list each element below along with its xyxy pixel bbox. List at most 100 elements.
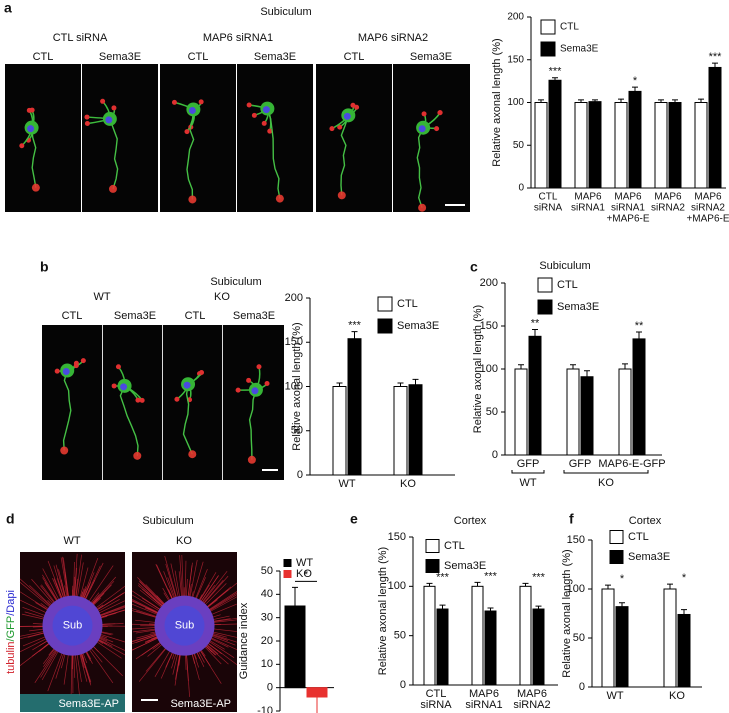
growth-cone bbox=[111, 105, 117, 111]
growth-cone bbox=[188, 195, 197, 204]
x-tick-label: siRNA2 bbox=[513, 699, 550, 711]
bar bbox=[514, 368, 528, 456]
error-bar bbox=[672, 99, 678, 103]
y-tick-label: 50 bbox=[513, 140, 525, 151]
condition-label: CTL bbox=[188, 51, 209, 63]
legend-swatch bbox=[609, 530, 624, 544]
growth-cone bbox=[111, 383, 117, 389]
growth-cone bbox=[84, 114, 90, 120]
group-label: KO bbox=[176, 535, 192, 547]
bar bbox=[532, 608, 545, 686]
growth-cone bbox=[198, 99, 204, 105]
condition-label: CTL bbox=[185, 310, 206, 322]
legend-swatch bbox=[283, 570, 292, 578]
growth-cone bbox=[329, 126, 335, 132]
group-bracket bbox=[563, 470, 649, 474]
x-tick-label: WT bbox=[606, 690, 623, 702]
growth-cone bbox=[235, 387, 241, 393]
error-bar bbox=[538, 99, 544, 103]
bar bbox=[588, 101, 602, 189]
y-tick-label: 100 bbox=[567, 583, 585, 595]
y-tick-label: 0 bbox=[492, 449, 498, 461]
x-tick-label: CTL bbox=[539, 192, 558, 203]
group-label: WT bbox=[93, 291, 110, 303]
x-tick-label: MAP6 bbox=[469, 688, 499, 700]
error-bar bbox=[698, 98, 704, 103]
image-background bbox=[237, 64, 313, 212]
group-bracket bbox=[511, 470, 545, 474]
axon bbox=[62, 370, 72, 451]
panel-letter: d bbox=[6, 511, 15, 527]
legend-swatch bbox=[283, 559, 292, 567]
growth-cone bbox=[421, 111, 427, 117]
y-tick-label: 150 bbox=[567, 534, 585, 546]
bar bbox=[708, 66, 722, 189]
growth-cone bbox=[31, 183, 40, 192]
condition-label: CTL bbox=[62, 310, 83, 322]
image-background bbox=[103, 325, 162, 480]
group-label: MAP6 siRNA1 bbox=[203, 32, 273, 44]
panel-letter: a bbox=[4, 0, 12, 16]
x-tick-label: +MAP6-E bbox=[686, 214, 729, 225]
micrograph bbox=[223, 325, 284, 480]
legend-label: CTL bbox=[557, 279, 578, 291]
bar bbox=[632, 338, 646, 456]
nucleus bbox=[105, 116, 113, 124]
micrograph bbox=[316, 64, 392, 212]
group-label: WT bbox=[519, 477, 536, 489]
y-tick-label: 150 bbox=[507, 54, 524, 65]
condition-label: CTL bbox=[344, 51, 365, 63]
growth-cone bbox=[418, 203, 427, 212]
error-bar bbox=[584, 370, 590, 377]
error-bar bbox=[658, 99, 664, 103]
legend-label: Sema3E bbox=[628, 551, 670, 563]
significance: *** bbox=[532, 571, 546, 583]
condition-label: Sema3E bbox=[114, 310, 156, 322]
y-tick-label: 40 bbox=[261, 588, 273, 600]
growth-cone bbox=[251, 112, 257, 118]
micrograph bbox=[237, 64, 313, 212]
chart-title: Cortex bbox=[629, 515, 662, 527]
growth-cone bbox=[84, 121, 90, 127]
x-tick-label: MAP6 bbox=[614, 192, 642, 203]
y-axis-label: Relative axonal length (%) bbox=[291, 322, 303, 450]
y-tick-label: 10 bbox=[261, 658, 273, 670]
x-tick-label: siRNA2 bbox=[651, 203, 685, 214]
growth-cone bbox=[246, 102, 252, 108]
growth-cone bbox=[60, 446, 69, 455]
ap-label: Sema3E-AP bbox=[170, 698, 231, 710]
chart-title: Subiculum bbox=[539, 260, 590, 272]
error-bar bbox=[636, 331, 642, 339]
bar bbox=[484, 610, 497, 686]
growth-cone bbox=[246, 377, 252, 383]
y-tick-label: 100 bbox=[388, 580, 406, 592]
growth-cone bbox=[139, 397, 145, 403]
bar bbox=[548, 79, 562, 189]
error-bar bbox=[619, 602, 625, 607]
image-background bbox=[316, 64, 392, 212]
legend-swatch bbox=[540, 19, 556, 35]
legend-swatch bbox=[377, 318, 393, 334]
error-bar bbox=[570, 364, 576, 369]
x-tick-label: MAP6 bbox=[517, 688, 547, 700]
x-tick-label: KO bbox=[400, 478, 416, 490]
bar bbox=[471, 585, 484, 686]
bar bbox=[528, 335, 542, 456]
y-tick-label: 50 bbox=[573, 632, 585, 644]
x-tick-label: siRNA1 bbox=[571, 203, 605, 214]
growth-cone bbox=[337, 191, 346, 200]
axon bbox=[248, 389, 257, 460]
group-label: WT bbox=[63, 535, 80, 547]
ap-band bbox=[20, 694, 125, 712]
bar bbox=[580, 376, 594, 456]
growth-cone bbox=[100, 98, 106, 104]
bar bbox=[332, 386, 347, 476]
error-bar bbox=[292, 586, 298, 606]
y-tick-label: 0 bbox=[579, 681, 585, 693]
growth-cone bbox=[73, 363, 79, 369]
y-tick-label: 200 bbox=[285, 292, 303, 304]
image-background bbox=[5, 64, 81, 212]
bar bbox=[663, 588, 677, 688]
significance: * bbox=[620, 573, 625, 585]
